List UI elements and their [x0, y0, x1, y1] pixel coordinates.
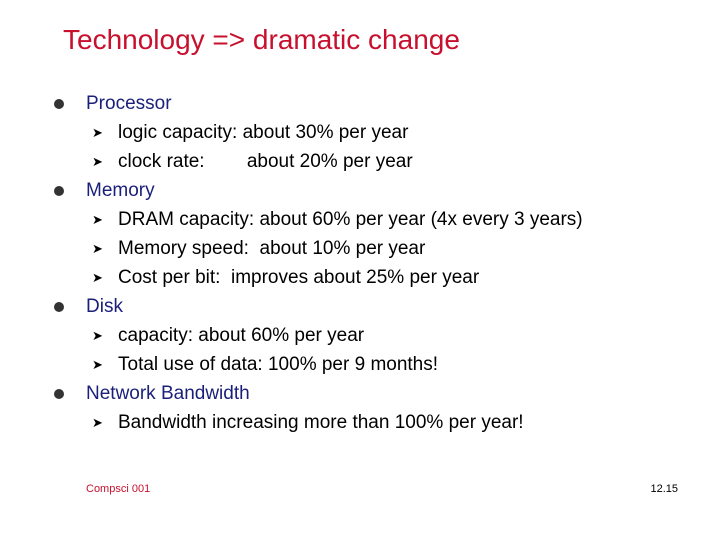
- sub-bullet: ➤ Total use of data: 100% per 9 months!: [0, 350, 720, 379]
- arrow-bullet-icon: ➤: [92, 241, 103, 256]
- sub-bullet: ➤ Cost per bit: improves about 25% per y…: [0, 263, 720, 292]
- sub-bullet-text: capacity: about 60% per year: [118, 325, 365, 346]
- sub-bullet-text: Bandwidth increasing more than 100% per …: [118, 412, 524, 433]
- bullet-dot-icon: [54, 99, 64, 109]
- slide-title: Technology => dramatic change: [63, 24, 460, 55]
- arrow-bullet-icon: ➤: [92, 212, 103, 227]
- arrow-bullet-icon: ➤: [92, 357, 103, 372]
- arrow-bullet-icon: ➤: [92, 154, 103, 169]
- arrow-bullet-icon: ➤: [92, 328, 103, 343]
- bullet-dot-icon: [54, 302, 64, 312]
- sub-bullet: ➤ Bandwidth increasing more than 100% pe…: [0, 408, 720, 437]
- arrow-bullet-icon: ➤: [92, 270, 103, 285]
- bullet-label: Disk: [86, 296, 123, 317]
- sub-bullet-text: clock rate: about 20% per year: [118, 151, 413, 172]
- bullet-network-bandwidth: Network Bandwidth: [0, 379, 720, 408]
- bullet-processor: Processor: [0, 89, 720, 118]
- sub-bullet-text: logic capacity: about 30% per year: [118, 122, 409, 143]
- footer-slide-number: 12.15: [650, 483, 678, 495]
- bullet-dot-icon: [54, 186, 64, 196]
- sub-bullet: ➤ capacity: about 60% per year: [0, 321, 720, 350]
- footer-course: Compsci 001: [86, 483, 151, 495]
- bullet-dot-icon: [54, 389, 64, 399]
- sub-bullet-text: Total use of data: 100% per 9 months!: [118, 354, 439, 375]
- arrow-bullet-icon: ➤: [92, 415, 103, 430]
- bullet-list: Processor ➤ logic capacity: about 30% pe…: [0, 89, 720, 437]
- bullet-label: Memory: [86, 180, 155, 201]
- bullet-disk: Disk: [0, 292, 720, 321]
- bullet-memory: Memory: [0, 176, 720, 205]
- sub-bullet: ➤ Memory speed: about 10% per year: [0, 234, 720, 263]
- sub-bullet: ➤ clock rate: about 20% per year: [0, 147, 720, 176]
- sub-bullet: ➤ DRAM capacity: about 60% per year (4x …: [0, 205, 720, 234]
- arrow-bullet-icon: ➤: [92, 125, 103, 140]
- bullet-label: Processor: [86, 93, 172, 114]
- bullet-label: Network Bandwidth: [86, 383, 250, 404]
- sub-bullet-text: Cost per bit: improves about 25% per yea…: [118, 267, 480, 288]
- sub-bullet-text: DRAM capacity: about 60% per year (4x ev…: [118, 209, 583, 230]
- sub-bullet: ➤ logic capacity: about 30% per year: [0, 118, 720, 147]
- sub-bullet-text: Memory speed: about 10% per year: [118, 238, 426, 259]
